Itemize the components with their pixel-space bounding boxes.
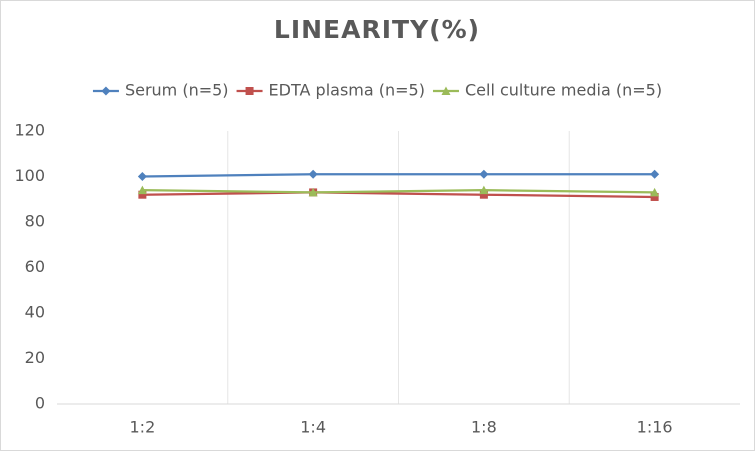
marker [650, 192, 659, 201]
legend-label: EDTA plasma (n=5) [269, 81, 425, 100]
x-tick-label: 1:2 [130, 418, 156, 437]
marker [479, 190, 488, 199]
x-tick-label: 1:16 [637, 418, 673, 437]
marker [479, 185, 489, 195]
y-tick-label: 100 [14, 166, 45, 185]
marker [479, 169, 489, 179]
series-line [142, 191, 655, 199]
marker [137, 185, 147, 195]
marker [308, 169, 318, 179]
marker [308, 187, 318, 197]
marker [101, 86, 111, 96]
marker [245, 87, 254, 95]
y-tick-label: 80 [25, 212, 45, 231]
x-tick-label: 1:8 [471, 418, 497, 437]
legend: Serum (n=5) EDTA plasma (n=5) Cell culture… [92, 81, 662, 100]
series-line [142, 189, 655, 194]
legend-label: Cell culture media (n=5) [465, 81, 662, 100]
marker [650, 169, 660, 179]
y-tick-label: 120 [14, 121, 45, 140]
marker [138, 190, 147, 199]
y-tick-label: 60 [25, 257, 45, 276]
y-tick-label: 0 [35, 394, 45, 413]
y-tick-label: 20 [25, 348, 45, 367]
x-tick-label: 1:4 [300, 418, 326, 437]
series-line [142, 173, 655, 178]
chart-title: LINEARITY(%) [274, 15, 480, 44]
y-tick-label: 40 [25, 303, 45, 322]
legend-label: Serum (n=5) [125, 81, 229, 100]
marker [137, 172, 147, 181]
marker [441, 86, 451, 95]
marker [650, 187, 660, 197]
